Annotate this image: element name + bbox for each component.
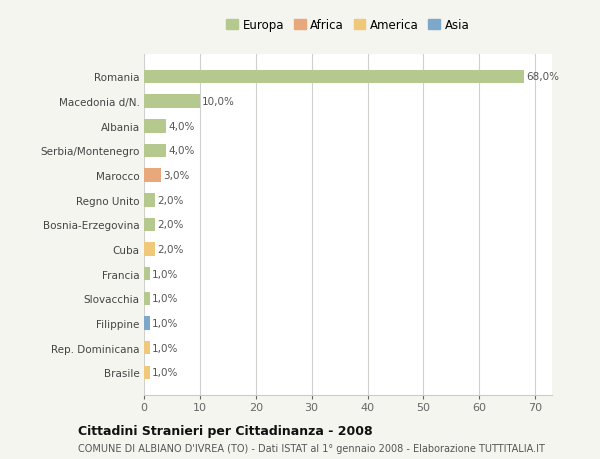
Text: Cittadini Stranieri per Cittadinanza - 2008: Cittadini Stranieri per Cittadinanza - 2… — [78, 424, 373, 437]
Text: 68,0%: 68,0% — [526, 73, 559, 82]
Bar — [144, 95, 200, 109]
Bar — [144, 169, 161, 183]
Bar — [144, 120, 166, 133]
Bar — [144, 317, 149, 330]
Bar — [144, 366, 149, 379]
Text: 3,0%: 3,0% — [163, 171, 190, 181]
Text: 2,0%: 2,0% — [157, 196, 184, 205]
Text: 4,0%: 4,0% — [169, 146, 195, 156]
Text: 1,0%: 1,0% — [152, 269, 178, 279]
Text: 2,0%: 2,0% — [157, 220, 184, 230]
Text: 1,0%: 1,0% — [152, 343, 178, 353]
Bar — [144, 144, 166, 158]
Bar — [144, 341, 149, 355]
Bar — [144, 292, 149, 306]
Bar — [144, 243, 155, 256]
Text: 1,0%: 1,0% — [152, 294, 178, 304]
Bar — [144, 218, 155, 232]
Text: COMUNE DI ALBIANO D'IVREA (TO) - Dati ISTAT al 1° gennaio 2008 - Elaborazione TU: COMUNE DI ALBIANO D'IVREA (TO) - Dati IS… — [78, 443, 545, 453]
Text: 2,0%: 2,0% — [157, 245, 184, 254]
Text: 1,0%: 1,0% — [152, 319, 178, 328]
Text: 10,0%: 10,0% — [202, 97, 235, 107]
Text: 4,0%: 4,0% — [169, 122, 195, 131]
Bar — [144, 194, 155, 207]
Legend: Europa, Africa, America, Asia: Europa, Africa, America, Asia — [224, 17, 472, 34]
Bar — [144, 267, 149, 281]
Bar — [144, 71, 524, 84]
Text: 1,0%: 1,0% — [152, 368, 178, 377]
